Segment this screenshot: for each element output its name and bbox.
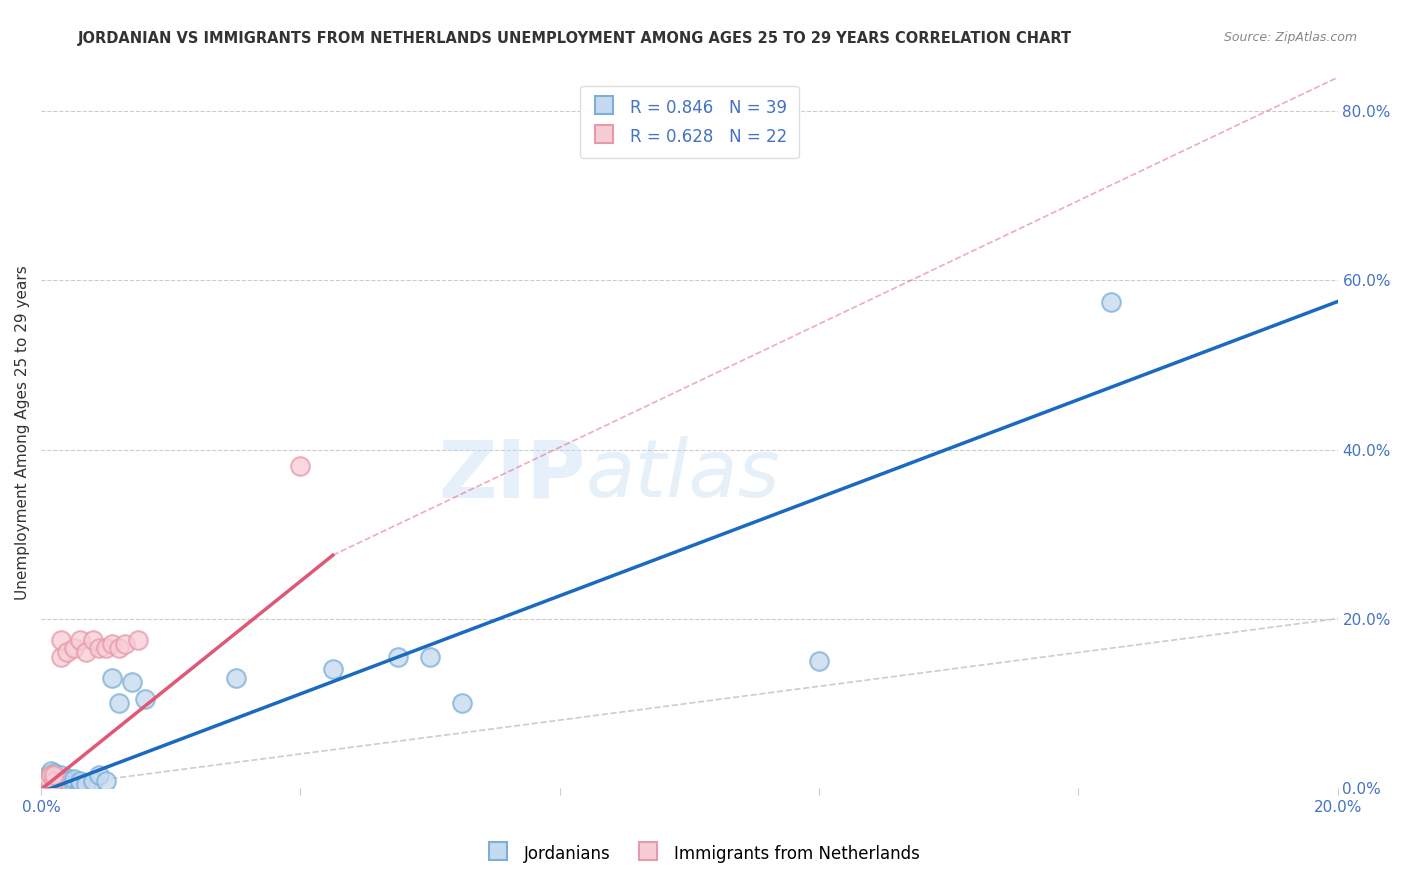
Point [82, 774, 104, 789]
Point [808, 654, 831, 668]
Point [35, 774, 58, 789]
Point [69, 632, 91, 647]
Point [108, 641, 131, 656]
Point [37, 776, 59, 790]
Point [39, 768, 62, 782]
Point [108, 696, 131, 710]
Point [34, 776, 56, 790]
Point [94, 774, 117, 789]
Point [290, 459, 312, 474]
Point [37, 774, 59, 789]
Point [322, 662, 344, 676]
Point [37, 771, 59, 785]
Point [38, 776, 60, 790]
Text: ZIP: ZIP [439, 436, 586, 514]
Point [56, 645, 79, 659]
Point [419, 649, 441, 664]
Point [49, 649, 72, 664]
Point [62, 772, 84, 787]
Point [42, 768, 65, 782]
Point [46, 771, 69, 785]
Point [49, 768, 72, 782]
Point [101, 671, 124, 685]
Point [62, 641, 84, 656]
Point [38, 772, 60, 787]
Point [38, 772, 60, 787]
Point [134, 692, 156, 706]
Point [49, 777, 72, 791]
Point [37, 768, 59, 782]
Point [69, 774, 91, 789]
Point [76, 776, 98, 790]
Point [82, 632, 104, 647]
Point [56, 771, 79, 785]
Point [34, 776, 56, 790]
Text: JORDANIAN VS IMMIGRANTS FROM NETHERLANDS UNEMPLOYMENT AMONG AGES 25 TO 29 YEARS : JORDANIAN VS IMMIGRANTS FROM NETHERLANDS… [77, 31, 1071, 46]
Point [89, 768, 111, 782]
Point [76, 645, 98, 659]
Point [121, 675, 143, 690]
Point [49, 774, 72, 789]
Point [49, 632, 72, 647]
Point [114, 637, 136, 651]
Point [42, 765, 65, 780]
Point [44, 776, 66, 790]
Point [35, 778, 58, 792]
Point [56, 774, 79, 789]
Point [1099, 294, 1122, 309]
Point [387, 649, 409, 664]
Legend: R = 0.846   N = 39, R = 0.628   N = 22: R = 0.846 N = 39, R = 0.628 N = 22 [579, 86, 799, 158]
Point [101, 637, 124, 651]
Point [94, 641, 117, 656]
Legend: Jordanians, Immigrants from Netherlands: Jordanians, Immigrants from Netherlands [479, 837, 927, 871]
Point [56, 776, 79, 790]
Point [39, 764, 62, 778]
Point [42, 772, 65, 787]
Point [62, 777, 84, 791]
Point [52, 775, 75, 789]
Point [127, 632, 149, 647]
Y-axis label: Unemployment Among Ages 25 to 29 years: Unemployment Among Ages 25 to 29 years [15, 265, 30, 600]
Point [42, 774, 65, 789]
Point [69, 776, 91, 790]
Point [451, 696, 474, 710]
Point [42, 777, 65, 791]
Point [39, 774, 62, 789]
Point [225, 671, 247, 685]
Text: Source: ZipAtlas.com: Source: ZipAtlas.com [1223, 31, 1357, 45]
Point [89, 641, 111, 656]
Text: atlas: atlas [586, 436, 780, 514]
